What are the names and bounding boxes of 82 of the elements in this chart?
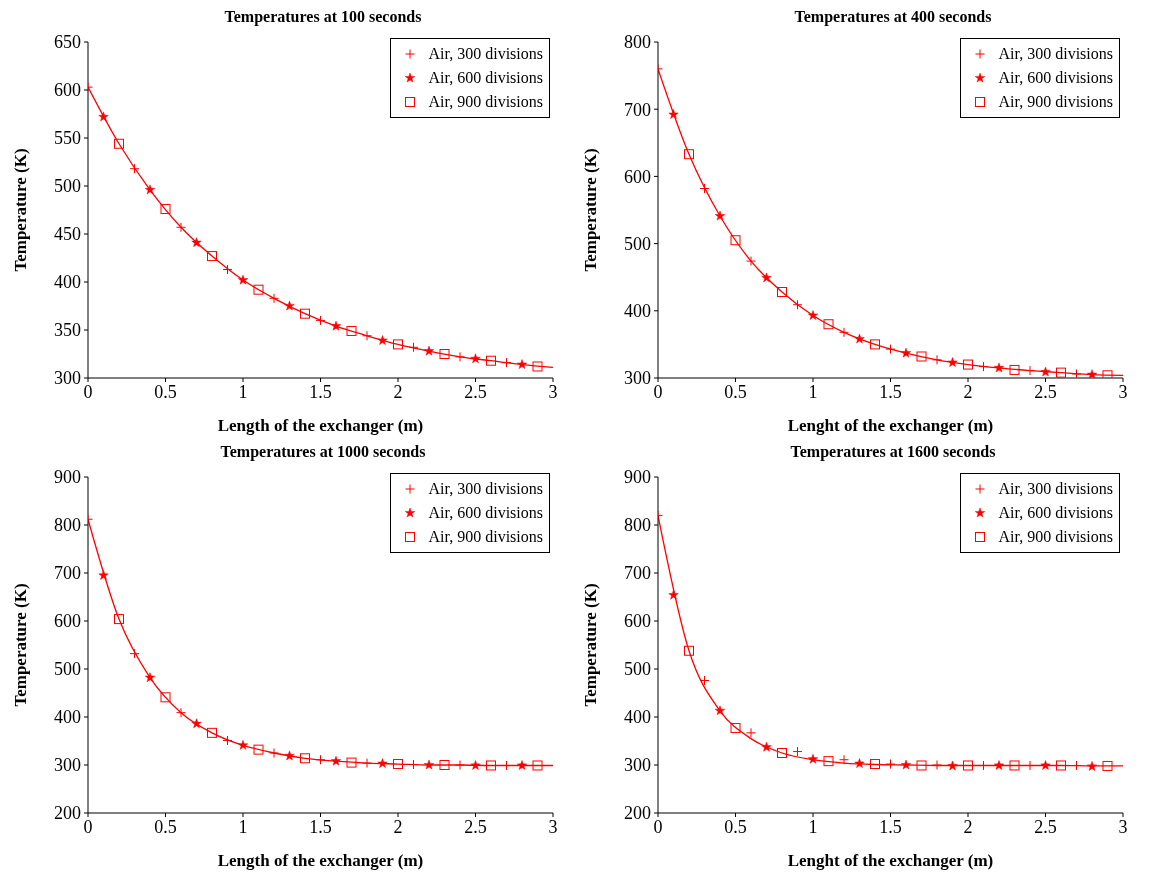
legend-label: Air, 600 divisions [428,503,543,523]
y-tick-label: 800 [54,515,81,536]
x-tick-label: 3 [1118,816,1128,837]
y-tick-label: 550 [54,128,81,149]
y-tick-label: 800 [624,32,651,53]
y-tick-label: 350 [54,320,81,341]
y-tick-label: 400 [54,707,81,728]
y-tick-label: 500 [624,659,651,680]
legend-label: Air, 300 divisions [998,44,1113,64]
x-tick-label: 0 [653,381,663,402]
y-tick-label: 600 [54,611,81,632]
legend-label: Air, 900 divisions [998,527,1113,547]
y-tick-label: 400 [54,272,81,293]
x-tick-label: 3 [548,381,558,402]
x-tick-label: 1 [808,816,818,837]
x-tick-label: 0.5 [154,816,177,837]
chart-title: Temperatures at 1000 seconds [219,443,427,463]
x-tick-label: 2.5 [464,816,487,837]
legend-label: Air, 300 divisions [428,44,543,64]
y-tick-label: 300 [624,755,651,776]
y-tick-label: 700 [54,563,81,584]
legend-label: Air, 300 divisions [428,479,543,499]
x-tick-label: 1 [238,816,248,837]
y-axis-title: Temperature (K) [11,148,31,272]
x-tick-label: 1.5 [879,816,902,837]
y-tick-label: 500 [54,659,81,680]
y-tick-label: 600 [624,166,651,187]
legend-label: Air, 900 divisions [998,92,1113,112]
y-tick-label: 600 [54,80,81,101]
x-tick-label: 2.5 [464,381,487,402]
y-tick-label: 500 [54,176,81,197]
y-tick-label: 900 [624,467,651,488]
x-tick-label: 0 [83,816,93,837]
y-axis-title: Temperature (K) [581,148,601,272]
x-tick-label: 1.5 [309,381,332,402]
x-tick-label: 1 [808,381,818,402]
x-tick-label: 0 [653,816,663,837]
x-tick-label: 0.5 [724,816,747,837]
y-tick-label: 800 [624,515,651,536]
x-axis-title: Length of the exchanger (m) [217,851,424,870]
y-tick-label: 450 [54,224,81,245]
x-tick-label: 1.5 [879,381,902,402]
legend-label: Air, 900 divisions [428,527,543,547]
y-tick-label: 650 [54,32,81,53]
y-tick-label: 400 [624,707,651,728]
y-tick-label: 700 [624,563,651,584]
x-tick-label: 0.5 [154,381,177,402]
x-tick-label: 2.5 [1034,381,1057,402]
y-tick-label: 500 [624,233,651,254]
x-tick-label: 1 [238,381,248,402]
legend-label: Air, 600 divisions [998,503,1113,523]
y-tick-label: 600 [624,611,651,632]
y-tick-label: 300 [624,368,651,389]
chart-title: Temperatures at 100 seconds [223,8,423,28]
x-tick-label: 0 [83,381,93,402]
x-axis-title: Lenght of the exchanger (m) [787,416,994,435]
x-tick-label: 0.5 [724,381,747,402]
x-tick-label: 2.5 [1034,816,1057,837]
legend-label: Air, 600 divisions [998,68,1113,88]
x-tick-label: 2 [963,381,973,402]
y-tick-label: 400 [624,301,651,322]
y-tick-label: 700 [624,99,651,120]
chart-title: Temperatures at 1600 seconds [789,443,997,463]
y-tick-label: 200 [624,803,651,824]
y-tick-label: 300 [54,755,81,776]
y-axis-title: Temperature (K) [11,583,31,707]
legend-label: Air, 900 divisions [428,92,543,112]
x-tick-label: 2 [393,381,403,402]
x-axis-title: Lenght of the exchanger (m) [787,851,994,870]
legend-label: Air, 600 divisions [428,68,543,88]
y-tick-label: 300 [54,368,81,389]
legend-label: Air, 300 divisions [998,479,1113,499]
y-tick-label: 200 [54,803,81,824]
y-axis-title: Temperature (K) [581,583,601,707]
x-tick-label: 2 [963,816,973,837]
x-axis-title: Length of the exchanger (m) [217,416,424,435]
x-tick-label: 1.5 [309,816,332,837]
x-tick-label: 2 [393,816,403,837]
x-tick-label: 3 [548,816,558,837]
x-tick-label: 3 [1118,381,1128,402]
chart-title: Temperatures at 400 seconds [793,8,993,28]
y-tick-label: 900 [54,467,81,488]
